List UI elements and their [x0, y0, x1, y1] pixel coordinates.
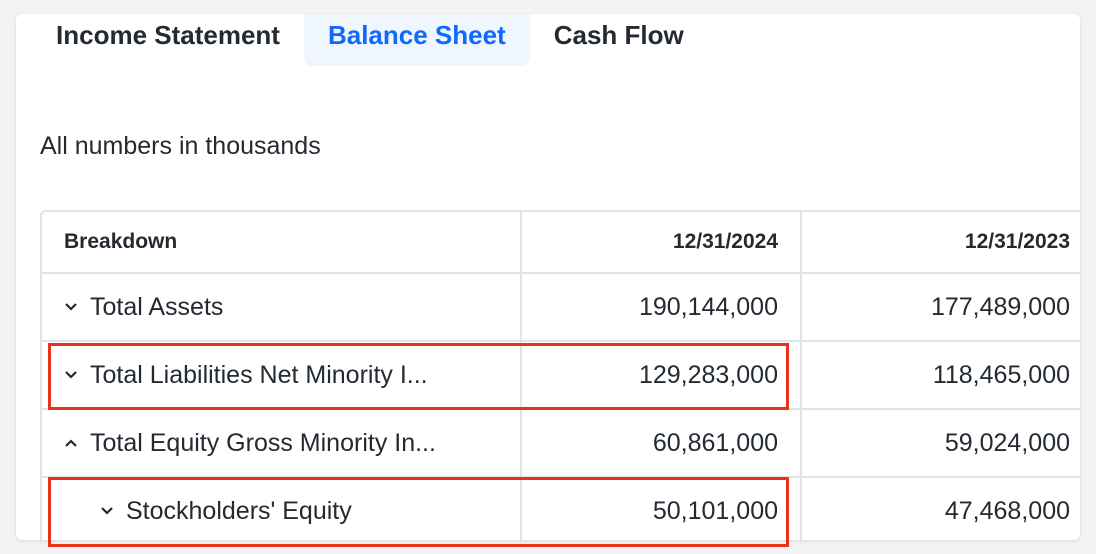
chevron-down-icon[interactable] [100, 506, 114, 516]
table-row: Total Liabilities Net Minority I... 129,… [42, 342, 1080, 410]
row-label: Total Equity Gross Minority In... [90, 428, 436, 457]
table-header-row: Breakdown 12/31/2024 12/31/2023 [42, 212, 1080, 274]
chevron-down-icon[interactable] [64, 370, 78, 380]
row-label-cell[interactable]: Stockholders' Equity [42, 478, 522, 540]
tab-balance-sheet[interactable]: Balance Sheet [303, 14, 530, 66]
balance-sheet-table: Breakdown 12/31/2024 12/31/2023 Total As… [40, 210, 1080, 540]
statement-tabs: Income Statement Balance Sheet Cash Flow [32, 14, 708, 66]
row-value-2023: 177,489,000 [930, 292, 1070, 321]
financials-card: Income Statement Balance Sheet Cash Flow… [16, 14, 1080, 540]
row-label: Total Assets [90, 292, 224, 321]
tab-cash-flow[interactable]: Cash Flow [553, 20, 684, 50]
row-value-2024: 50,101,000 [522, 478, 802, 540]
row-value-2023: 59,024,000 [944, 428, 1070, 457]
tab-income-statement[interactable]: Income Statement [56, 20, 280, 50]
table-row: Stockholders' Equity 50,101,000 47,468,0… [42, 478, 1080, 540]
table-row: Total Equity Gross Minority In... 60,861… [42, 410, 1080, 478]
header-breakdown: Breakdown [42, 212, 522, 272]
row-label-cell[interactable]: Total Assets [42, 274, 522, 340]
row-value-2023: 47,468,000 [944, 496, 1070, 525]
row-label-cell[interactable]: Total Liabilities Net Minority I... [42, 342, 522, 408]
header-date-2023: 12/31/2023 [964, 230, 1070, 253]
row-value-2024: 190,144,000 [522, 274, 802, 340]
row-label: Stockholders' Equity [126, 496, 352, 525]
header-date-2024: 12/31/2024 [522, 212, 802, 272]
table-row: Total Assets 190,144,000 177,489,000 [42, 274, 1080, 342]
row-label: Total Liabilities Net Minority I... [90, 360, 428, 389]
row-value-2024: 60,861,000 [522, 410, 802, 476]
row-value-2023: 118,465,000 [932, 360, 1070, 389]
chevron-down-icon[interactable] [64, 302, 78, 312]
row-value-2024: 129,283,000 [522, 342, 802, 408]
units-note: All numbers in thousands [40, 132, 321, 160]
chevron-up-icon[interactable] [64, 438, 78, 448]
row-label-cell[interactable]: Total Equity Gross Minority In... [42, 410, 522, 476]
